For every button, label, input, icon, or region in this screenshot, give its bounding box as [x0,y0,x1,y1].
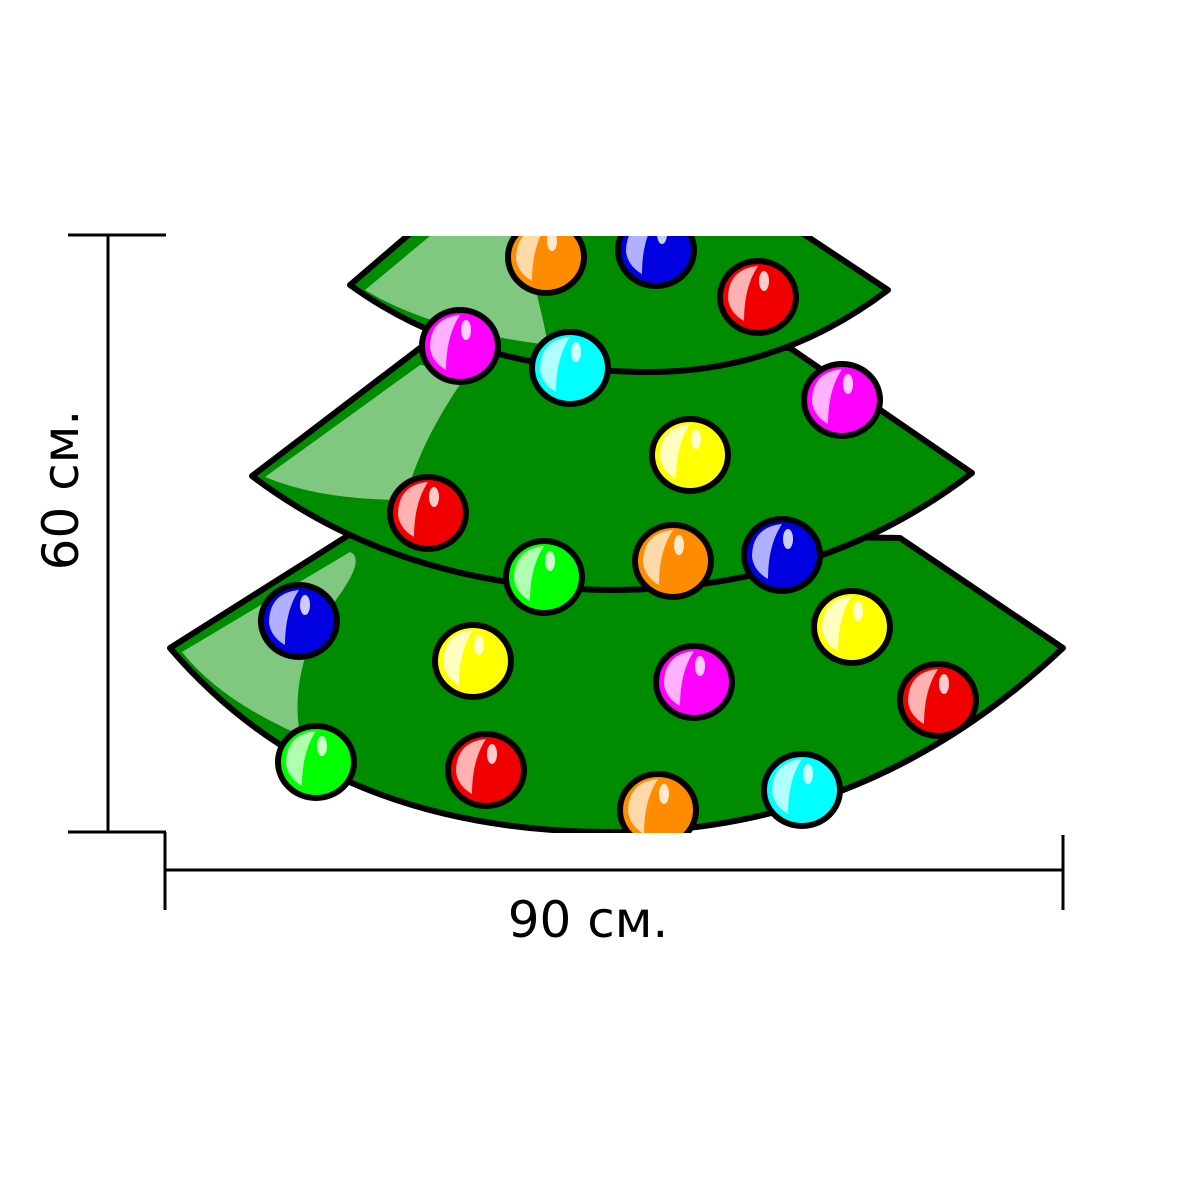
ornament-glint [691,429,701,449]
ornament-glint [657,236,667,244]
ornament-glint [659,784,669,804]
ornament-shine [822,596,852,651]
ornament-shine [286,731,316,786]
ornament-glint [939,674,949,694]
ornament [717,258,799,336]
tier-highlight [365,236,548,345]
ornament [632,522,714,600]
ornament [387,474,469,552]
ornament-glint [783,529,793,549]
ornament-shine [728,266,758,321]
ornament-shine [456,739,486,794]
ornament-glint [547,236,557,251]
ornament [445,731,527,809]
ornament-glint [487,744,497,764]
ornament-shine [660,424,690,479]
ornament [419,307,501,385]
ornament-shine [812,369,842,424]
ornament-glint [429,487,439,507]
ornament-glint [759,271,769,291]
ornament [801,361,883,439]
ornament-shine [664,651,694,706]
ornament [741,516,823,594]
ornament-shine [628,779,658,833]
ornament-shine [752,524,782,579]
ornament [615,236,697,289]
ornament-shine [908,669,938,724]
ornament-shine [643,530,673,585]
ornament [897,661,979,739]
ornament [258,582,340,660]
ornament-shine [443,630,473,685]
ornament-shine [269,590,299,645]
ornament [503,538,585,616]
ornament-glint [461,320,471,340]
ornament-glint [695,656,705,676]
ornament-glint [571,342,581,362]
ornament-shine [430,315,460,370]
ornament [275,723,357,801]
ornament-shine [772,759,802,814]
ornament [653,643,735,721]
ornament-glint [843,374,853,394]
ornament [649,416,731,494]
ornament-glint [674,535,684,555]
ornament-glint [803,764,813,784]
ornament-shine [540,337,570,392]
ornament [432,622,514,700]
ornament [617,771,699,833]
ornament-shine [514,546,544,601]
ornament [761,751,843,829]
ornament-shine [516,236,541,281]
ornament-glint [474,635,484,655]
ornament-shine [398,482,428,537]
height-label: 60 см. [32,410,90,571]
tier-highlight [265,365,470,500]
ornament-glint [545,551,555,571]
ornament [811,588,893,666]
ornament-glint [853,601,863,621]
width-label: 90 см. [508,891,669,949]
ornament [529,329,611,407]
ornament [505,236,587,296]
ornament-glint [300,595,310,615]
ornament-shine [626,236,648,274]
ornament-glint [317,736,327,756]
christmas-tree [167,236,1066,833]
